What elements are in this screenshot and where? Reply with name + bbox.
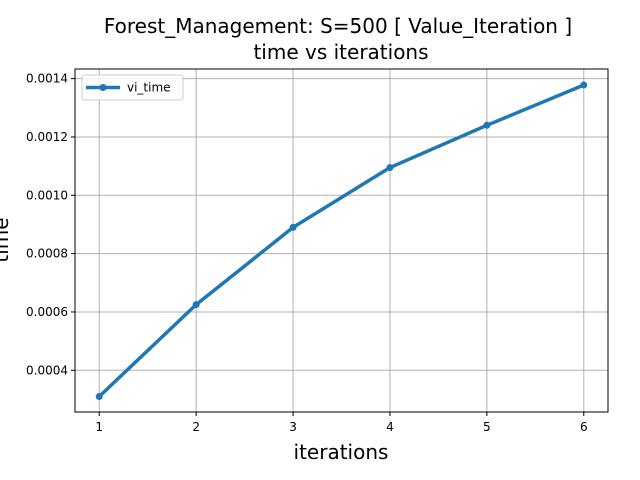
legend-label: vi_time: [127, 81, 171, 95]
y-tick-label: 0.0014: [26, 72, 68, 86]
data-point: [95, 393, 103, 401]
x-tick-label: 5: [483, 420, 491, 434]
data-point: [289, 223, 297, 231]
data-point: [580, 81, 588, 89]
y-tick-label: 0.0010: [26, 188, 68, 202]
ticks: 1 2 3 4 5 6 0.0004 0.0006 0.0008 0.0010 0.0012 0.00…: [26, 72, 588, 434]
plot-frame: [74, 68, 609, 413]
data-point: [386, 164, 394, 172]
y-tick-label: 0.0012: [26, 130, 68, 144]
x-tick-label: 6: [580, 420, 588, 434]
y-tick-label: 0.0004: [26, 363, 68, 377]
data-point: [192, 301, 200, 309]
x-tick-label: 4: [386, 420, 394, 434]
legend-box: [81, 74, 184, 101]
chart-subtitle: time vs iterations: [253, 40, 428, 64]
chart-title: Forest_Management: S=500 [ Value_Iterati…: [104, 14, 572, 38]
x-tick-label: 3: [289, 420, 297, 434]
x-tick-label: 2: [192, 420, 200, 434]
y-tick-label: 0.0008: [26, 247, 68, 261]
y-tick-label: 0.0006: [26, 305, 68, 319]
series-layer: [95, 81, 588, 401]
grid: [75, 69, 608, 412]
legend-marker: [99, 84, 107, 91]
legend: vi_time: [81, 74, 184, 101]
x-axis-label: iterations: [294, 440, 389, 464]
y-axis-label: time: [0, 217, 13, 262]
data-point: [483, 121, 491, 129]
x-tick-label: 1: [95, 420, 103, 434]
series-line-vi_time: [96, 82, 587, 400]
